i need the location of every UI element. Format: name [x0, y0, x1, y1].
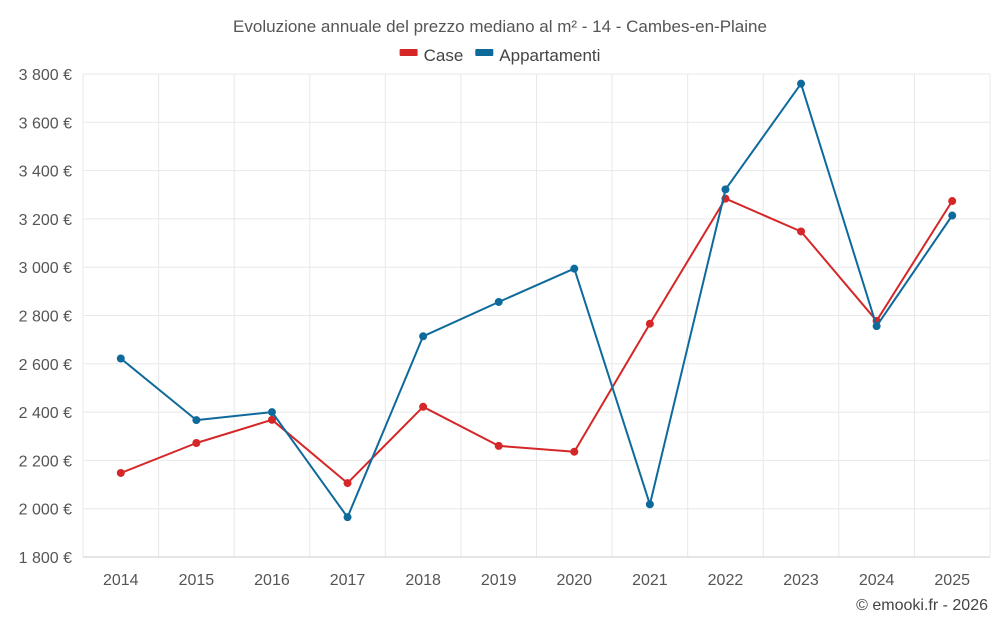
data-point-appartamenti-2020[interactable] [570, 264, 579, 273]
series-line-appartamenti [120, 82, 954, 519]
legend[interactable]: Case Appartamenti [399, 46, 601, 65]
x-tick-label: 2020 [556, 572, 592, 589]
y-tick-label: 2 800 € [19, 309, 72, 326]
grid [82, 73, 991, 558]
y-tick-label: 3 200 € [19, 212, 72, 229]
axes: 1 800 € 2 000 € 2 200 € 2 400 € 2 600 € 2 800… [19, 67, 990, 589]
chart-title: Evoluzione annuale del prezzo mediano al… [233, 17, 767, 36]
x-tick-label: 2017 [330, 572, 366, 589]
x-tick-label: 2025 [934, 572, 970, 589]
legend-label: Appartamenti [499, 46, 600, 65]
data-point-appartamenti-2021[interactable] [645, 500, 654, 509]
x-tick-label: 2021 [632, 572, 668, 589]
data-point-case-2025[interactable] [948, 197, 957, 206]
legend-item-appartamenti[interactable]: Appartamenti [475, 46, 600, 65]
x-tick-label: 2015 [179, 572, 215, 589]
legend-label: Case [424, 46, 464, 65]
data-point-case-2017[interactable] [343, 479, 352, 488]
x-tick-label: 2023 [783, 572, 819, 589]
data-point-case-2023[interactable] [797, 227, 806, 236]
series-layer [116, 79, 957, 522]
x-tick-label: 2019 [481, 572, 517, 589]
data-point-appartamenti-2014[interactable] [116, 354, 125, 363]
y-tick-label: 3 600 € [19, 115, 72, 132]
x-tick-label: 2024 [859, 572, 895, 589]
x-tick-label: 2022 [708, 572, 744, 589]
data-point-appartamenti-2019[interactable] [494, 297, 503, 306]
x-tick-label: 2018 [405, 572, 441, 589]
data-point-case-2018[interactable] [419, 402, 428, 411]
y-tick-label: 2 600 € [19, 357, 72, 374]
y-tick-label: 2 200 € [19, 453, 72, 470]
data-point-appartamenti-2022[interactable] [721, 185, 730, 194]
x-tick-label: 2016 [254, 572, 290, 589]
data-point-appartamenti-2024[interactable] [872, 322, 881, 331]
legend-swatch [475, 49, 494, 56]
data-point-appartamenti-2023[interactable] [797, 79, 806, 88]
y-tick-label: 1 800 € [19, 550, 72, 567]
data-point-appartamenti-2018[interactable] [419, 332, 428, 341]
data-point-appartamenti-2016[interactable] [267, 408, 276, 417]
data-point-case-2019[interactable] [494, 441, 503, 450]
data-point-case-2021[interactable] [645, 319, 654, 328]
data-point-appartamenti-2025[interactable] [948, 211, 957, 220]
y-tick-label: 3 000 € [19, 260, 72, 277]
data-point-case-2016[interactable] [267, 415, 276, 424]
y-tick-label: 2 400 € [19, 405, 72, 422]
series-line-case [120, 197, 954, 485]
legend-swatch [399, 49, 418, 56]
credit-text: © emooki.fr - 2026 [856, 597, 988, 614]
data-point-case-2020[interactable] [570, 447, 579, 456]
x-tick-label: 2014 [103, 572, 139, 589]
data-point-appartamenti-2017[interactable] [343, 513, 352, 522]
y-tick-label: 2 000 € [19, 502, 72, 519]
legend-item-case[interactable]: Case [399, 46, 464, 65]
data-point-case-2015[interactable] [192, 439, 201, 448]
y-tick-label: 3 400 € [19, 164, 72, 181]
data-point-case-2014[interactable] [116, 468, 125, 477]
data-point-appartamenti-2015[interactable] [192, 416, 201, 425]
y-tick-label: 3 800 € [19, 67, 72, 84]
